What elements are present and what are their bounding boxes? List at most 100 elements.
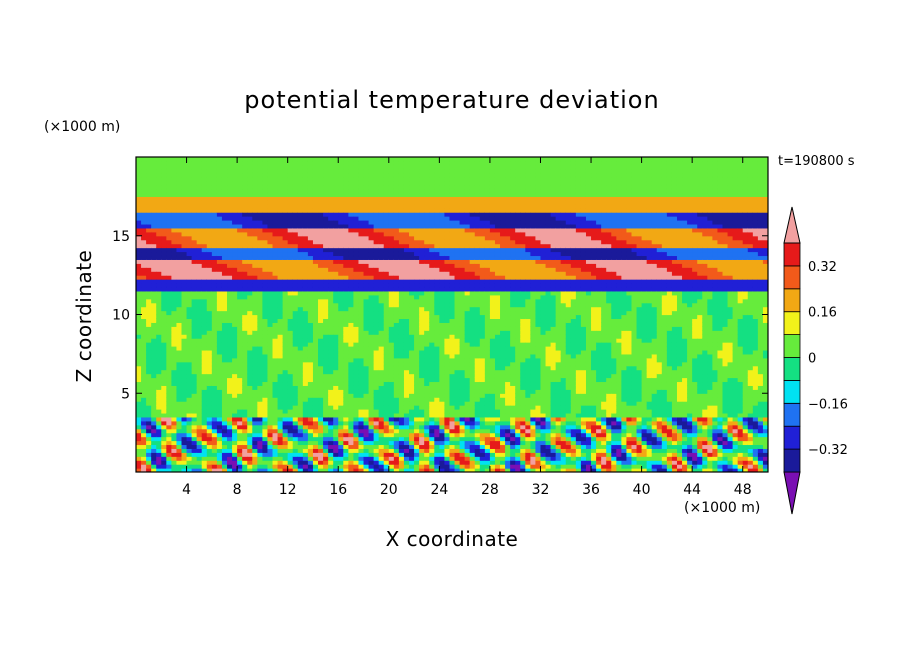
field-cell <box>302 235 309 241</box>
field-cell <box>146 251 152 257</box>
field-cell <box>373 346 380 351</box>
field-cell <box>318 160 324 166</box>
field-cell <box>363 377 370 383</box>
field-cell <box>424 235 430 241</box>
field-cell <box>444 200 451 205</box>
field-cell <box>171 227 178 233</box>
field-cell <box>237 405 243 410</box>
field-cell <box>378 176 385 182</box>
field-cell <box>333 298 339 304</box>
field-cell <box>343 290 349 296</box>
field-cell <box>211 223 218 229</box>
field-cell <box>434 294 440 300</box>
field-cell <box>323 456 329 461</box>
field-cell <box>449 385 456 390</box>
field-cell <box>277 416 284 422</box>
field-cell <box>282 365 289 371</box>
field-cell <box>282 428 289 434</box>
field-cell <box>328 160 334 166</box>
field-cell <box>196 196 203 201</box>
field-cell <box>302 247 309 253</box>
field-cell <box>196 468 203 472</box>
field-cell <box>302 223 309 229</box>
field-cell <box>196 294 203 300</box>
field-cell <box>307 357 314 363</box>
field-cell <box>161 346 167 351</box>
field-cell <box>277 385 284 390</box>
field-cell <box>419 302 425 308</box>
field-cell <box>282 251 289 257</box>
field-cell <box>343 200 349 205</box>
field-cell <box>166 306 172 312</box>
field-cell <box>297 251 304 257</box>
field-cell <box>156 420 162 426</box>
field-cell <box>267 267 274 272</box>
field-cell <box>353 259 360 264</box>
field-cell <box>353 220 360 225</box>
field-cell <box>444 271 451 276</box>
field-cell <box>318 231 324 237</box>
field-cell <box>161 314 167 320</box>
field-cell <box>414 436 420 442</box>
field-cell <box>419 452 425 457</box>
field-cell <box>429 176 435 182</box>
field-cell <box>282 263 289 268</box>
field-cell <box>136 440 142 446</box>
field-cell <box>196 338 203 343</box>
field-cell <box>136 456 142 461</box>
field-cell <box>368 385 375 390</box>
field-cell <box>393 216 400 221</box>
field-cell <box>237 164 243 170</box>
field-cell <box>444 164 451 170</box>
field-cell <box>156 330 162 335</box>
field-cell <box>262 452 269 457</box>
field-cell <box>267 176 274 182</box>
field-cell <box>312 223 319 229</box>
field-cell <box>307 263 314 268</box>
field-cell <box>136 342 142 347</box>
field-cell <box>146 184 152 190</box>
field-cell <box>393 432 400 438</box>
field-cell <box>262 456 269 461</box>
field-cell <box>166 247 172 253</box>
field-cell <box>368 176 375 182</box>
field-cell <box>358 353 365 359</box>
field-cell <box>247 314 253 320</box>
field-cell <box>378 436 385 442</box>
field-cell <box>292 416 299 422</box>
field-cell <box>141 424 147 430</box>
field-cell <box>368 342 375 347</box>
field-cell <box>409 377 415 383</box>
field-cell <box>277 279 284 284</box>
field-cell <box>378 468 385 472</box>
field-cell <box>358 420 365 426</box>
field-cell <box>358 405 365 410</box>
field-cell <box>191 275 198 280</box>
field-cell <box>444 334 451 339</box>
field-cell <box>151 405 157 410</box>
field-cell <box>378 255 385 260</box>
time-label: t=190800 s <box>778 154 855 169</box>
field-cell <box>368 412 375 418</box>
field-cell <box>419 196 425 201</box>
field-cell <box>348 188 355 194</box>
field-cell <box>171 298 178 304</box>
field-cell <box>302 180 309 186</box>
field-cell <box>262 428 269 434</box>
field-cell <box>312 405 319 410</box>
field-cell <box>282 184 289 190</box>
field-cell <box>398 393 405 398</box>
field-cell <box>201 298 208 304</box>
field-cell <box>368 302 375 308</box>
field-cell <box>323 271 329 276</box>
field-cell <box>156 397 162 402</box>
field-cell <box>141 397 147 402</box>
field-cell <box>343 346 349 351</box>
field-cell <box>429 412 435 418</box>
field-cell <box>206 424 213 430</box>
field-cell <box>282 342 289 347</box>
field-cell <box>424 314 430 320</box>
field-cell <box>272 369 279 375</box>
field-cell <box>307 255 314 260</box>
field-cell <box>383 247 390 253</box>
